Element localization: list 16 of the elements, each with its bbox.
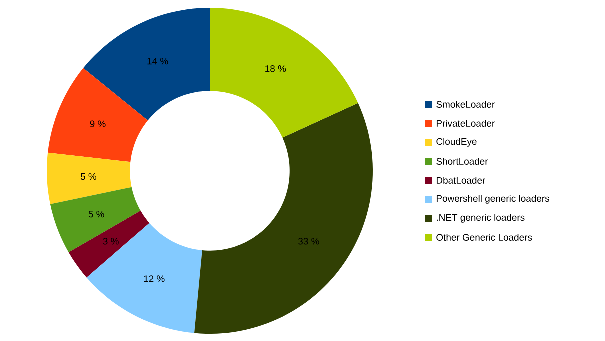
legend-label: Powershell generic loaders: [436, 195, 550, 204]
legend-label: CloudEye: [436, 138, 477, 147]
data-label: 5 %: [80, 173, 97, 180]
data-label: 9 %: [90, 120, 106, 128]
legend-label: DbatLoader: [436, 177, 486, 184]
data-label: 12 %: [144, 276, 165, 282]
data-label: 33 %: [298, 238, 320, 245]
legend-label: .NET generic loaders: [437, 214, 525, 223]
data-label: 3 %: [103, 238, 119, 245]
data-label: 18 %: [266, 65, 286, 72]
data-label: 14 %: [148, 58, 168, 65]
legend-label: ShortLoader: [436, 158, 488, 165]
legend-label: SmokeLoader: [436, 101, 495, 108]
legend-label: Other Generic Loaders: [436, 234, 532, 241]
legend-label: PrivateLoader: [436, 120, 495, 127]
data-label: 5 %: [88, 211, 104, 218]
